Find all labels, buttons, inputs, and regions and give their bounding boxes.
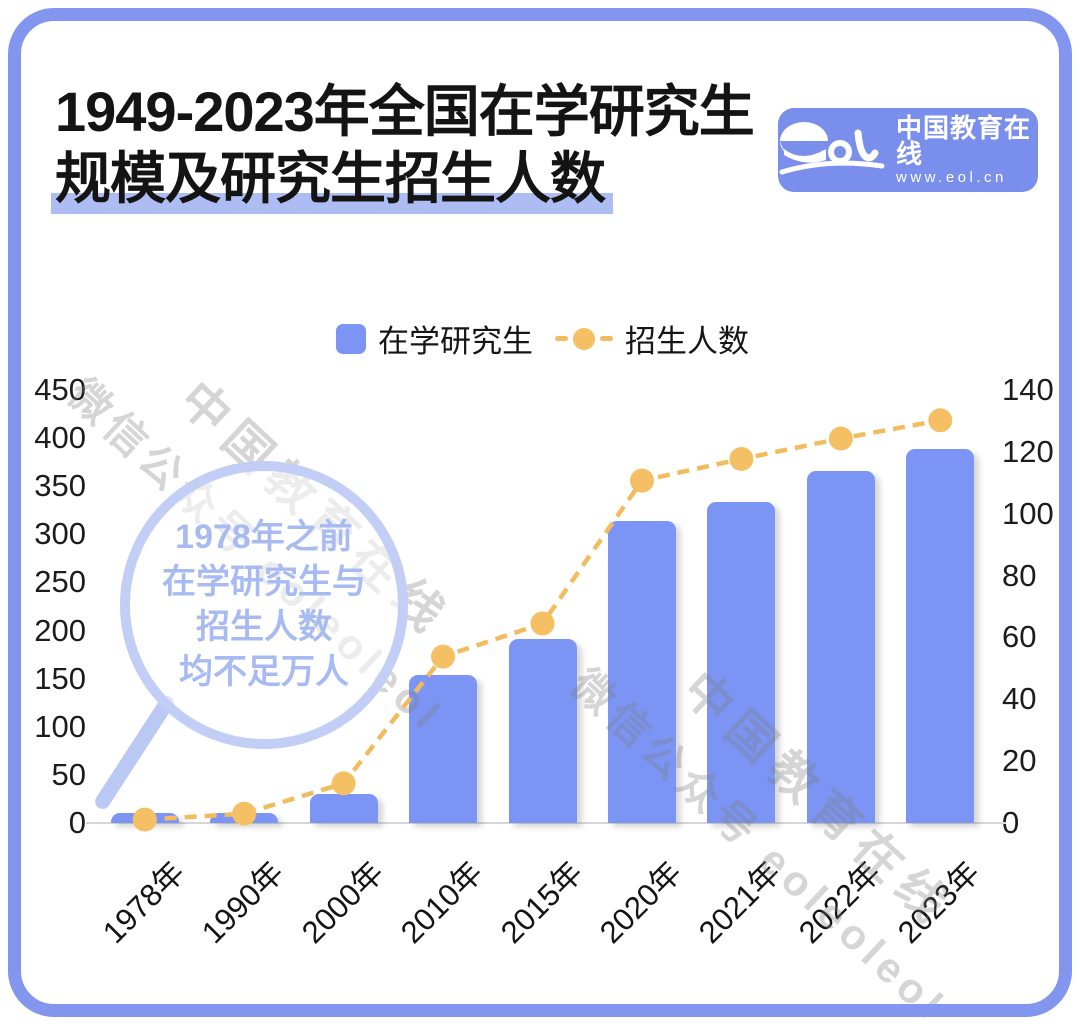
eol-logo-icon — [778, 115, 886, 186]
right-axis-tick: 20 — [1002, 743, 1037, 779]
annotation-line: 在学研究生与 — [162, 563, 366, 601]
admissions-dot-2015年 — [530, 611, 555, 636]
eol-logo: 中国教育在线 www.eol.cn — [778, 108, 1038, 192]
left-axis-tick: 150 — [34, 660, 86, 696]
annotation-line: 1978年之前 — [175, 518, 353, 556]
bar-2020年 — [607, 520, 676, 823]
logo-text-block: 中国教育在线 www.eol.cn — [896, 115, 1038, 185]
bar-2022年 — [806, 471, 875, 823]
bar-series-label: 在学研究生 — [378, 324, 533, 359]
bar-2023年 — [906, 449, 975, 823]
right-axis-tick: 120 — [1002, 433, 1054, 469]
line-series-marker-icon — [555, 327, 613, 350]
annotation-line: 均不足万人 — [179, 653, 349, 691]
left-axis-tick: 350 — [34, 468, 86, 504]
bar-2000年 — [309, 794, 378, 823]
left-axis-tick: 50 — [51, 756, 86, 792]
legend-item-bar-series: 在学研究生 — [336, 316, 533, 361]
right-axis-tick: 60 — [1002, 619, 1037, 655]
title-line2-highlighted: 规模及研究生招生人数 — [51, 147, 613, 214]
admissions-dot-2000年 — [331, 771, 356, 796]
right-axis-tick: 0 — [1002, 805, 1020, 840]
admissions-dot-2022年 — [828, 426, 853, 451]
bar-1990年 — [210, 813, 279, 823]
annotation-magnifier: 1978年之前 在学研究生与 招生人数 均不足万人 — [120, 461, 408, 749]
line-series-label: 招生人数 — [625, 324, 749, 359]
annotation-line: 招生人数 — [196, 608, 332, 646]
logo-name: 中国教育在线 — [896, 113, 1032, 169]
right-axis-tick: 100 — [1002, 495, 1054, 531]
left-axis-tick: 400 — [34, 420, 86, 456]
right-axis-tick: 40 — [1002, 681, 1037, 717]
admissions-dot-2021年 — [729, 446, 754, 471]
bar-1978年 — [110, 813, 179, 823]
bar-series-swatch-icon — [336, 323, 366, 354]
right-axis-tick: 80 — [1002, 557, 1037, 593]
right-axis-tick: 140 — [1002, 372, 1054, 407]
bar-2021年 — [707, 502, 776, 823]
admissions-dot-2023年 — [928, 408, 953, 433]
left-axis-tick: 300 — [34, 516, 86, 552]
left-axis-tick: 0 — [68, 805, 86, 840]
title-line1: 1949-2023年全国在学研究生 — [55, 80, 755, 143]
legend-item-line-series: 招生人数 — [555, 316, 749, 361]
page-title: 1949-2023年全国在学研究生 规模及研究生招生人数 — [51, 78, 755, 214]
left-axis-tick: 200 — [34, 612, 86, 648]
left-axis-tick: 100 — [34, 708, 86, 744]
logo-url: www.eol.cn — [896, 169, 1007, 186]
admissions-dot-2020年 — [629, 468, 654, 493]
x-axis-baseline — [86, 822, 1006, 824]
chart-legend: 在学研究生 招生人数 — [95, 316, 990, 361]
bar-2010年 — [409, 675, 478, 823]
left-axis-tick: 250 — [34, 564, 86, 600]
bar-2015年 — [508, 639, 577, 823]
admissions-dot-2010年 — [431, 644, 456, 669]
left-axis-tick: 450 — [34, 372, 86, 407]
